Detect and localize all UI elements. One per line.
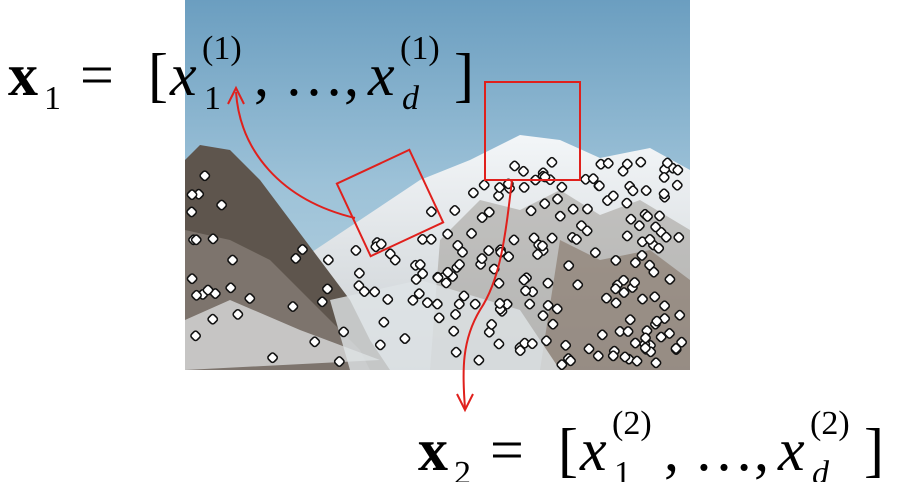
component-sup: (2) <box>612 405 652 442</box>
open-bracket: [ <box>558 417 578 482</box>
vector-index: 2 <box>454 455 471 482</box>
component-sup: (2) <box>810 405 850 442</box>
close-bracket: ] <box>864 417 884 482</box>
vector-index: 1 <box>44 80 61 117</box>
component-symbol: x <box>777 417 805 482</box>
vector-symbol: x <box>8 42 38 108</box>
component-sup: (1) <box>202 30 242 67</box>
component-symbol: x <box>579 417 607 482</box>
equals-sign: = <box>490 417 524 482</box>
component-sub: 1 <box>204 80 221 117</box>
equation: x2=[x(2)1, …,x(2)d] <box>418 405 884 482</box>
equals-sign: = <box>80 42 114 108</box>
separator: , …, <box>664 417 769 482</box>
page: x1=[x(1)1, …,x(1)d] x2=[x(2)1, …,x(2)d] … <box>0 0 907 482</box>
open-bracket: [ <box>148 42 168 108</box>
vector-symbol: x <box>418 417 448 482</box>
component-sub: 1 <box>614 455 631 482</box>
separator: , …, <box>254 42 359 108</box>
component-sub: d <box>402 80 420 117</box>
component-symbol: x <box>367 42 395 108</box>
component-sup: (1) <box>400 30 440 67</box>
close-bracket: ] <box>454 42 474 108</box>
figure: x1=[x(1)1, …,x(1)d] x2=[x(2)1, …,x(2)d] <box>0 0 907 482</box>
component-symbol: x <box>169 42 197 108</box>
component-sub: d <box>812 455 830 482</box>
